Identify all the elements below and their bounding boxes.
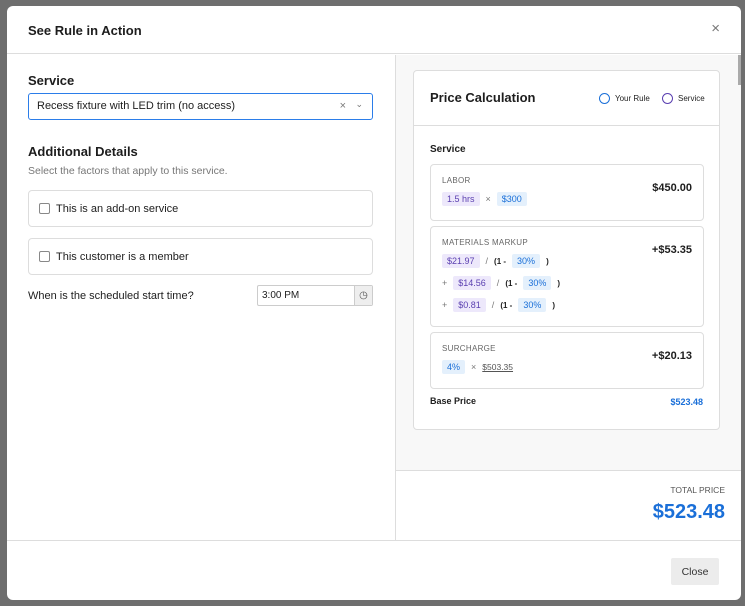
surcharge-value: +$20.13: [651, 350, 692, 362]
surcharge-base: $503.35: [482, 362, 514, 372]
modal-title: See Rule in Action: [28, 23, 142, 38]
additional-details-title: Additional Details: [28, 144, 138, 159]
member-checkbox-row[interactable]: This customer is a member: [28, 238, 373, 275]
paren: ): [557, 278, 560, 288]
legend-label: Service: [678, 94, 705, 103]
paren: ): [552, 300, 555, 310]
checkbox-label: This customer is a member: [56, 250, 189, 263]
modal-footer: Close: [7, 540, 741, 600]
paren: (1 -: [500, 300, 513, 310]
circle-icon: [599, 93, 610, 104]
service-section-title: Service: [430, 144, 466, 155]
pct-chip: 4%: [442, 360, 466, 374]
times-icon: ×: [471, 362, 477, 372]
hours-chip: 1.5 hrs: [442, 192, 480, 206]
legend-label: Your Rule: [615, 94, 650, 103]
price-calculation-card: Price Calculation Your Rule Service Serv…: [413, 70, 720, 430]
plus: +: [442, 300, 448, 310]
labor-row: LABOR $450.00 1.5 hrs × $300: [430, 164, 704, 221]
pct-chip: 30%: [518, 298, 547, 312]
paren: ): [546, 256, 549, 266]
modal-header: See Rule in Action ×: [7, 6, 741, 54]
plus: +: [442, 278, 448, 288]
surcharge-label: SURCHARGE: [442, 344, 496, 353]
materials-line: + $0.81 / (1 - 30%): [442, 298, 555, 312]
divide: /: [496, 278, 500, 288]
legend-service: Service: [662, 93, 705, 104]
start-time-label: When is the scheduled start time?: [28, 290, 194, 302]
times-icon: ×: [485, 194, 491, 204]
amount-chip: $21.97: [442, 254, 480, 268]
amount-chip: $14.56: [453, 276, 491, 290]
start-time-input[interactable]: 3:00 PM ◷: [257, 285, 373, 306]
legend-your-rule: Your Rule: [599, 93, 650, 104]
materials-label: MATERIALS MARKUP: [442, 238, 528, 247]
materials-row: MATERIALS MARKUP +$53.35 $21.97/(1 -30%)…: [430, 226, 704, 327]
divide: /: [491, 300, 495, 310]
addon-checkbox-row[interactable]: This is an add-on service: [28, 190, 373, 227]
base-price-value: $523.48: [670, 397, 703, 407]
clock-icon[interactable]: ◷: [354, 286, 372, 305]
service-select[interactable]: Recess fixture with LED trim (no access)…: [28, 93, 373, 120]
close-icon[interactable]: ×: [711, 20, 720, 37]
time-value: 3:00 PM: [262, 290, 300, 301]
calc-panel: Price Calculation Your Rule Service Serv…: [395, 55, 741, 470]
service-value: Recess fixture with LED trim (no access): [37, 100, 236, 112]
base-price-label: Base Price: [430, 396, 477, 406]
rate-chip: $300: [496, 192, 527, 206]
total-value: $523.48: [652, 501, 725, 523]
clear-icon[interactable]: ×: [339, 100, 346, 112]
materials-line: $21.97 / (1 - 30%): [442, 254, 549, 268]
close-button[interactable]: Close: [671, 558, 719, 585]
checkbox[interactable]: [39, 203, 50, 214]
scrollbar[interactable]: [738, 55, 741, 85]
labor-label: LABOR: [442, 176, 471, 185]
total-label: TOTAL PRICE: [670, 485, 725, 495]
materials-line: + $14.56 / (1 - 30%): [442, 276, 560, 290]
total-section: TOTAL PRICE $523.48: [395, 470, 741, 540]
materials-value: +$53.35: [651, 244, 692, 256]
see-rule-modal: See Rule in Action × Service Recess fixt…: [7, 6, 741, 600]
amount-chip: $0.81: [453, 298, 486, 312]
additional-details-subtitle: Select the factors that apply to this se…: [28, 165, 228, 177]
checkbox-label: This is an add-on service: [56, 202, 179, 215]
labor-value: $450.00: [652, 182, 692, 194]
chevron-down-icon[interactable]: ⌄: [355, 99, 363, 109]
pct-chip: 30%: [512, 254, 541, 268]
pct-chip: 30%: [523, 276, 552, 290]
price-calculation-title: Price Calculation: [430, 90, 536, 105]
checkbox[interactable]: [39, 251, 50, 262]
circle-icon: [662, 93, 673, 104]
paren: (1 -: [505, 278, 518, 288]
divide: /: [485, 256, 489, 266]
surcharge-row: SURCHARGE +$20.13 4% × $503.35: [430, 332, 704, 389]
service-label: Service: [28, 73, 75, 88]
paren: (1 -: [494, 256, 507, 266]
form-panel: Service Recess fixture with LED trim (no…: [7, 55, 395, 540]
